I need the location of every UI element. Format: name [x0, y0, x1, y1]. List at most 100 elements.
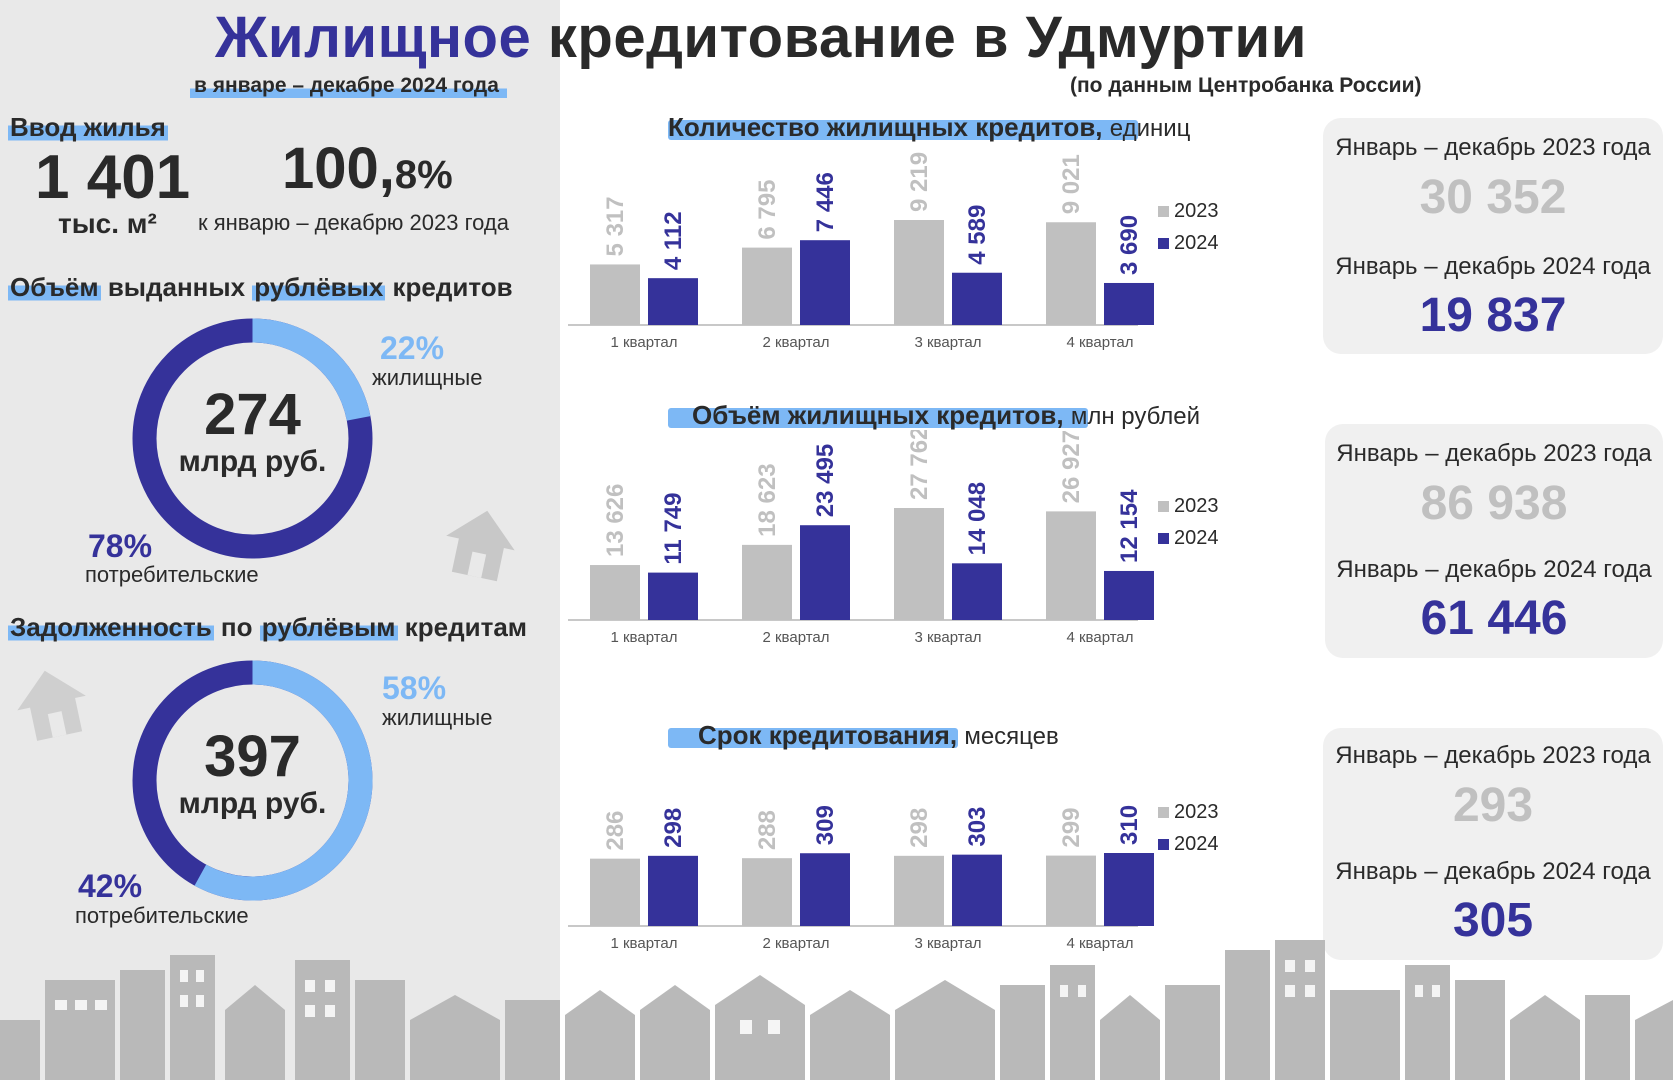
chart-1-title-text: Количество жилищных кредитов,	[668, 112, 1103, 142]
data-label-2024-q3: 303	[964, 807, 991, 847]
bar-2024-q3	[952, 563, 1002, 620]
chart-3-title: Срок кредитования, месяцев	[668, 720, 1059, 751]
chart-1-unit: единиц	[1109, 115, 1191, 142]
legend-label-2024: 2024	[1174, 232, 1219, 254]
bar-2024-q4	[1104, 282, 1154, 325]
issued-donut-chart	[132, 318, 373, 559]
debt-donut-chart	[132, 660, 373, 901]
legend-label-2023: 2023	[1174, 495, 1219, 517]
debt-heading: Задолженность по рублёвым кредитам	[8, 612, 527, 643]
chart-3-title-text: Срок кредитования,	[698, 720, 958, 750]
data-label-2024-q2: 23 495	[812, 444, 839, 517]
title-accent: Жилищное	[215, 5, 532, 70]
data-source: (по данным Центробанка России)	[1070, 74, 1422, 97]
bar-2023-q3	[894, 855, 944, 926]
card-2-label-2024: Январь – декабрь 2024 года	[1336, 556, 1652, 583]
x-tick-label: 2 квартал	[762, 935, 829, 952]
bar-2024-q2	[800, 853, 850, 926]
issued-consumer-percent: 78%	[88, 528, 153, 564]
card-3-value-2024: 305	[1452, 894, 1534, 947]
bar-2023-q1	[590, 565, 640, 620]
bar-2024-q2	[800, 240, 850, 325]
house-icon	[17, 670, 86, 741]
legend-swatch-2024	[1158, 839, 1169, 850]
data-label-2023-q2: 288	[754, 810, 781, 850]
data-label-2024-q1: 4 112	[660, 211, 687, 270]
x-tick-label: 3 квартал	[914, 334, 981, 351]
bar-2023-q3	[894, 508, 944, 620]
legend-swatch-2023	[1158, 807, 1169, 818]
chart-2-summary-card: Январь – декабрь 2023 года 86 938 Январь…	[1325, 424, 1663, 658]
data-label-2023-q2: 18 623	[754, 463, 781, 536]
card-3-label-2024: Январь – декабрь 2024 года	[1335, 858, 1651, 885]
data-label-2024-q1: 11 749	[660, 493, 687, 565]
bar-2023-q2	[742, 858, 792, 926]
housing-percent-tail: 8%	[394, 153, 453, 197]
data-label-2023-q1: 5 317	[602, 196, 629, 256]
chart-3-summary-card: Январь – декабрь 2023 года 293 Январь – …	[1323, 728, 1663, 960]
card-3-value-2023: 293	[1452, 779, 1534, 832]
bar-2023-q1	[590, 264, 640, 325]
x-tick-label: 4 квартал	[1066, 334, 1133, 351]
legend-swatch-2023	[1158, 206, 1169, 217]
data-label-2024-q4: 12 154	[1116, 489, 1143, 563]
x-tick-label: 1 квартал	[610, 334, 677, 351]
bar-2023-q4	[1046, 511, 1096, 620]
data-label-2024-q3: 4 589	[964, 205, 991, 265]
card-1-label-2023: Январь – декабрь 2023 года	[1335, 134, 1651, 161]
debt-center-value: 397	[204, 724, 301, 789]
legend-label-2023: 2023	[1174, 801, 1219, 823]
card-1-value-2023: 30 352	[1419, 171, 1567, 224]
chart-1-title: Количество жилищных кредитов, единиц	[668, 112, 1190, 143]
data-label-2024-q1: 298	[660, 808, 687, 848]
data-label-2023-q3: 298	[906, 808, 933, 848]
x-tick-label: 4 квартал	[1066, 935, 1133, 952]
data-label-2023-q1: 286	[602, 811, 629, 851]
data-label-2023-q2: 6 795	[754, 180, 781, 240]
chart-2-unit: млн рублей	[1070, 403, 1201, 430]
issued-heading-part4: кредитов	[385, 272, 513, 302]
x-tick-label: 3 квартал	[914, 935, 981, 952]
debt-heading-part2: по	[213, 612, 260, 642]
data-label-2023-q1: 13 626	[602, 484, 629, 557]
bar-2023-q2	[742, 544, 792, 620]
housing-heading: Ввод жилья	[8, 112, 168, 143]
debt-housing-label: жилищные	[382, 705, 493, 730]
issued-center-unit: млрд руб.	[178, 445, 327, 478]
chart-1-summary-card: Январь – декабрь 2023 года 30 352 Январь…	[1323, 118, 1663, 354]
bar-2023-q3	[894, 220, 944, 325]
data-label-2024-q4: 310	[1116, 805, 1143, 845]
issued-consumer-label: потребительские	[85, 562, 259, 587]
debt-heading-part4: кредитам	[397, 612, 528, 642]
data-label-2023-q4: 9 021	[1058, 154, 1085, 214]
debt-center: 397 млрд руб.	[165, 727, 340, 821]
housing-percent: 100,8%	[282, 135, 453, 202]
x-tick-label: 1 квартал	[610, 629, 677, 646]
x-tick-label: 2 квартал	[762, 629, 829, 646]
bar-2024-q4	[1104, 853, 1154, 926]
bar-2023-q1	[590, 858, 640, 926]
city-skyline-decoration	[0, 940, 1673, 1080]
chart-3-loan-term: 286 298 1 квартал 288 309 2 квартал 298 303 3 кв…	[568, 801, 1219, 952]
bar-2024-q3	[952, 272, 1002, 325]
card-1-label-2024: Январь – декабрь 2024 года	[1335, 253, 1651, 280]
x-tick-label: 2 квартал	[762, 334, 829, 351]
legend-swatch-2024	[1158, 533, 1169, 544]
legend-label-2024: 2024	[1174, 527, 1219, 549]
x-tick-label: 4 квартал	[1066, 629, 1133, 646]
housing-percent-caption: к январю – декабрю 2023 года	[198, 210, 509, 235]
page-title: Жилищное кредитование в Удмуртии	[215, 4, 1307, 71]
debt-housing-percent: 58%	[382, 670, 447, 706]
bar-2024-q1	[648, 278, 698, 325]
debt-donut-housing-arc	[132, 660, 373, 901]
issued-housing-label: жилищные	[372, 365, 483, 390]
debt-heading-part1: Задолженность	[8, 612, 214, 642]
bar-2023-q4	[1046, 855, 1096, 926]
bar-2024-q3	[952, 854, 1002, 926]
bar-2024-q4	[1104, 570, 1154, 620]
legend-swatch-2023	[1158, 501, 1169, 512]
debt-consumer-percent: 42%	[78, 868, 143, 904]
housing-heading-text: Ввод жилья	[8, 112, 168, 142]
bar-2024-q2	[800, 525, 850, 620]
legend-label-2024: 2024	[1174, 833, 1219, 855]
